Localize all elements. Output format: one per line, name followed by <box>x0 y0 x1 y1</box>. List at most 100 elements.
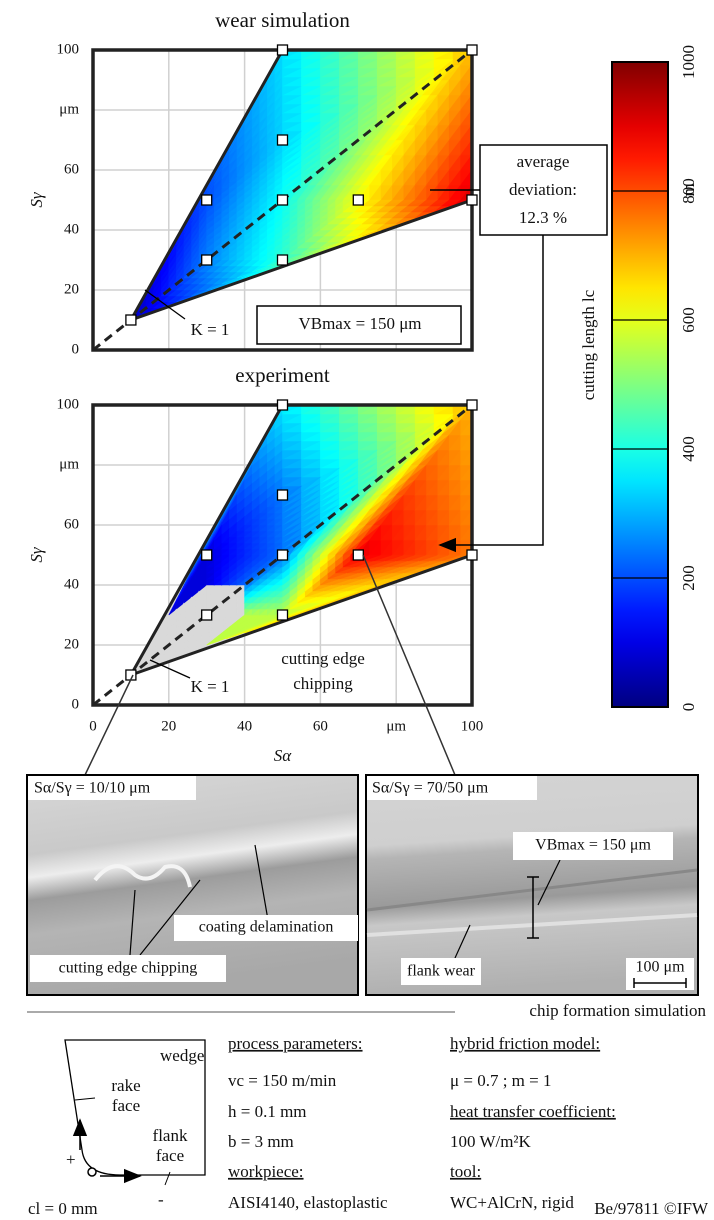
photo-label: cutting edge chipping <box>59 960 198 977</box>
contour-cell <box>395 76 416 93</box>
wedge-label: cl = 0 mm <box>28 1199 98 1218</box>
heading: hybrid friction model: <box>450 1034 600 1053</box>
photo-label: flank wear <box>407 963 476 980</box>
contour-cell <box>441 199 461 207</box>
y-tick-label: 100 <box>57 396 80 412</box>
annotation: K = 1 <box>191 677 230 696</box>
contour-cell <box>289 554 299 562</box>
wedge-label: face <box>112 1096 140 1115</box>
texture <box>93 864 192 888</box>
x-tick-label: 0 <box>89 718 97 734</box>
parameter: WC+AlCrN, rigid <box>450 1193 574 1212</box>
label-bg <box>626 958 694 990</box>
wedge-label: - <box>158 1190 164 1209</box>
contour-cell <box>433 58 454 75</box>
annotation: cutting edge <box>281 649 365 668</box>
data-point <box>466 399 478 411</box>
colorbar-scale <box>612 62 668 707</box>
contour-cell <box>301 121 321 138</box>
y-tick-label: 40 <box>64 221 79 237</box>
label-bg <box>174 915 358 941</box>
x-tick-label: 40 <box>237 718 252 734</box>
data-point <box>352 194 364 206</box>
photo-caption: Sα/Sγ = 10/10 μm <box>34 780 151 797</box>
origin <box>87 1167 97 1177</box>
x-tick-label: 100 <box>461 718 484 734</box>
contour-cell <box>335 554 345 562</box>
contour-cell <box>335 199 345 207</box>
leader-line <box>164 1171 171 1186</box>
leader-line <box>454 924 471 959</box>
leader-line <box>537 859 561 906</box>
annotation: K = 1 <box>191 320 230 339</box>
data-point <box>466 194 478 206</box>
contour-cell <box>384 554 404 562</box>
data-point <box>276 134 289 146</box>
contour-cell <box>320 112 340 129</box>
parameter: vc = 150 m/min <box>228 1071 337 1090</box>
contour-cell <box>430 554 450 562</box>
data-point <box>201 254 213 266</box>
y-tick-label: 40 <box>64 576 79 592</box>
leader-line <box>149 659 191 679</box>
wedge-label: rake <box>111 1076 140 1095</box>
y-tick-label: μm <box>59 101 79 117</box>
x-tick-label: μm <box>386 718 406 734</box>
photo-label: VBmax = 150 μm <box>535 837 651 854</box>
data-point <box>466 44 478 56</box>
photo-left: Sα/Sγ = 10/10 μm coating delamination cu… <box>26 774 359 996</box>
parameter: b = 3 mm <box>228 1132 294 1151</box>
data-point <box>276 609 289 621</box>
contour-cell <box>357 449 378 466</box>
wedge-label: face <box>156 1146 184 1165</box>
heading: process parameters: <box>228 1034 363 1053</box>
y-axis-label: Sγ <box>27 191 46 208</box>
contour-cell <box>407 199 427 207</box>
wedge-label: + <box>66 1150 76 1169</box>
annotation-box <box>479 144 608 236</box>
photo-right: Sα/Sγ = 70/50 μm VBmax = 150 μm flank we… <box>365 774 699 996</box>
data-point <box>201 609 213 621</box>
x-tick-label: 20 <box>161 718 176 734</box>
leader-line <box>254 844 269 921</box>
annotation-text: 12.3 % <box>519 208 567 227</box>
scale-label: 100 μm <box>635 959 685 976</box>
chart: wear simulation 0 20 40 60 μm 100 Sγ K = 1 VBmax … <box>27 8 478 357</box>
contour-cell <box>430 199 450 207</box>
heading: workpiece: <box>228 1162 304 1181</box>
colorbar-tick-label: 600 <box>679 307 698 333</box>
colorbar-tick-label: 400 <box>679 436 698 462</box>
contour-cell <box>320 554 329 562</box>
contour-cell <box>414 422 435 439</box>
colorbar-unit: m <box>679 183 698 196</box>
y-tick-label: 20 <box>64 281 79 297</box>
contour-cell <box>433 413 454 430</box>
label-bg <box>30 955 226 982</box>
data-point <box>466 549 478 561</box>
contour-cell <box>396 199 416 207</box>
contour-cell <box>384 199 404 207</box>
chart: experiment 0 20 40 60 μm 100 0 20 40 60 μm 100 Sγ Sα K … <box>27 363 483 765</box>
section-caption: chip formation simulation <box>529 1001 706 1020</box>
deviation-annotation: average deviation: 12.3 % <box>430 144 608 553</box>
x-tick-label: 60 <box>313 718 328 734</box>
chart-title: wear simulation <box>215 8 350 32</box>
leader-line <box>362 554 456 776</box>
data-point <box>276 44 289 56</box>
data-point <box>125 314 137 326</box>
contour-cell <box>339 103 359 120</box>
data-point <box>276 194 289 206</box>
contour-cell <box>327 554 337 562</box>
leader-line <box>84 674 134 776</box>
wedge-label: wedge <box>160 1046 204 1065</box>
contour-cell <box>357 94 378 111</box>
heading: tool: <box>450 1162 481 1181</box>
wedge-label: flank <box>153 1126 188 1145</box>
data-point <box>276 489 289 501</box>
leader-line <box>144 289 186 320</box>
data-point <box>276 549 289 561</box>
photo-label: coating delamination <box>199 919 334 936</box>
contour-cell <box>301 476 321 493</box>
y-tick-label: 60 <box>64 516 79 532</box>
